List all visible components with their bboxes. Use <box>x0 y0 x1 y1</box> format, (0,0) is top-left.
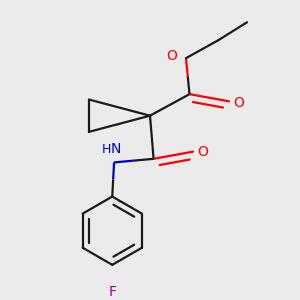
Text: H: H <box>101 143 111 156</box>
Text: F: F <box>108 285 116 298</box>
Text: O: O <box>233 96 244 110</box>
Text: N: N <box>111 142 121 156</box>
Text: O: O <box>166 50 177 63</box>
Text: O: O <box>197 145 208 159</box>
